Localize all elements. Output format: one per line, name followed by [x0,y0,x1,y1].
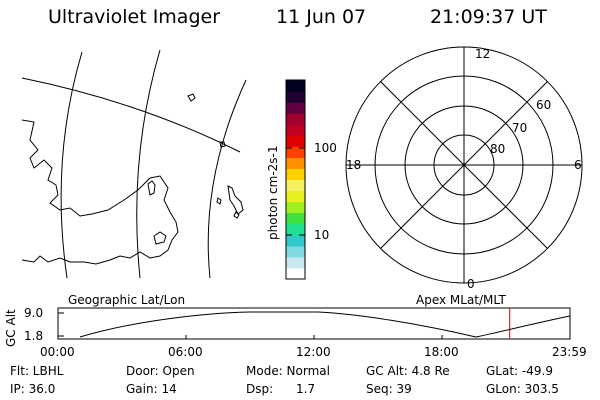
instrument-title: Ultraviolet Imager [48,6,221,28]
polar-label-lat70: 70 [512,121,528,135]
island [227,185,244,215]
timeline-xtick: 23:59 [552,345,587,359]
island [153,231,167,245]
timeline-xtick: 12:00 [296,345,331,359]
color-bar-cell [286,179,305,192]
polar-label-lat60: 60 [536,98,552,112]
color-bar-cell [286,91,305,103]
coastline [21,119,179,265]
colorbar-tick-10: 10 [314,228,330,242]
color-bar-cell [286,201,305,214]
info-glon: GLon: 303.5 [486,382,559,396]
colorbar-unit-text: photon cm-2s-1 [266,145,280,241]
geographic-map [21,49,247,279]
polar-label-lat80: 80 [490,142,506,156]
polar-label-0: 0 [467,277,475,291]
date-label: 11 Jun 07 [276,6,367,28]
color-bar-cell [286,267,305,280]
info-glat: GLat: -49.9 [486,364,553,378]
color-bar-cell [286,256,305,269]
info-flt: Flt: LBHL [10,364,64,378]
polar-diagonal [380,81,548,249]
info-gain: Gain: 14 [126,382,177,396]
timeline-xtick: 00:00 [40,345,75,359]
timeline-ylabel: GC Alt [4,309,18,347]
color-bar-frame [285,79,306,280]
island [219,141,226,148]
timeline-xtick: 18:00 [424,345,459,359]
timeline-frame [57,307,571,340]
info-seq: Seq: 39 [366,382,412,396]
color-bar-cell [286,135,305,147]
longitude-line [60,51,83,279]
info-dsp: Dsp: 1.7 [246,382,316,396]
color-bar-cell [286,80,305,92]
island [147,180,156,196]
polar-label-18: 18 [346,158,362,172]
longitude-line [136,49,161,279]
color-bar-cell [286,146,305,158]
color-bar-cell [286,234,305,247]
colorbar-tick-100: 100 [314,141,337,155]
color-bar-cell [286,190,305,203]
timeline-ytick-bottom: 1.8 [24,329,44,343]
timeline-xtick: 06:00 [168,345,203,359]
color-bar-cell [286,102,305,114]
polar-label-12: 12 [475,47,491,61]
color-bar-cell [286,223,305,236]
info-door: Door: Open [126,364,195,378]
color-bar-cell [286,113,305,125]
timeline-ytick-top: 9.0 [24,306,44,320]
polar-plot [345,46,583,284]
longitude-line [207,79,247,279]
info-ip: IP: 36.0 [10,382,56,396]
color-bar-cell [286,212,305,225]
island [216,197,222,205]
time-label: 21:09:37 UT [430,6,547,28]
color-bar-cell [286,168,305,180]
latitude-line [21,77,241,153]
info-gcalt: GC Alt: 4.8 Re [366,364,450,378]
timeline-left-title: Geographic Lat/Lon [68,293,186,307]
timeline-panel [57,307,571,340]
color-bar-cell [286,245,305,258]
timeline-right-title: Apex MLat/MLT [416,293,506,307]
island [187,93,196,102]
island [233,211,240,219]
colorbar-unit-label: photon cm-2s-1 [266,146,280,241]
color-bar [285,79,306,280]
altitude-curve [79,311,571,338]
color-bar-cell [286,124,305,136]
polar-label-6: 6 [574,158,582,172]
color-bar-cell [286,157,305,169]
info-mode: Mode: Normal [246,364,330,378]
